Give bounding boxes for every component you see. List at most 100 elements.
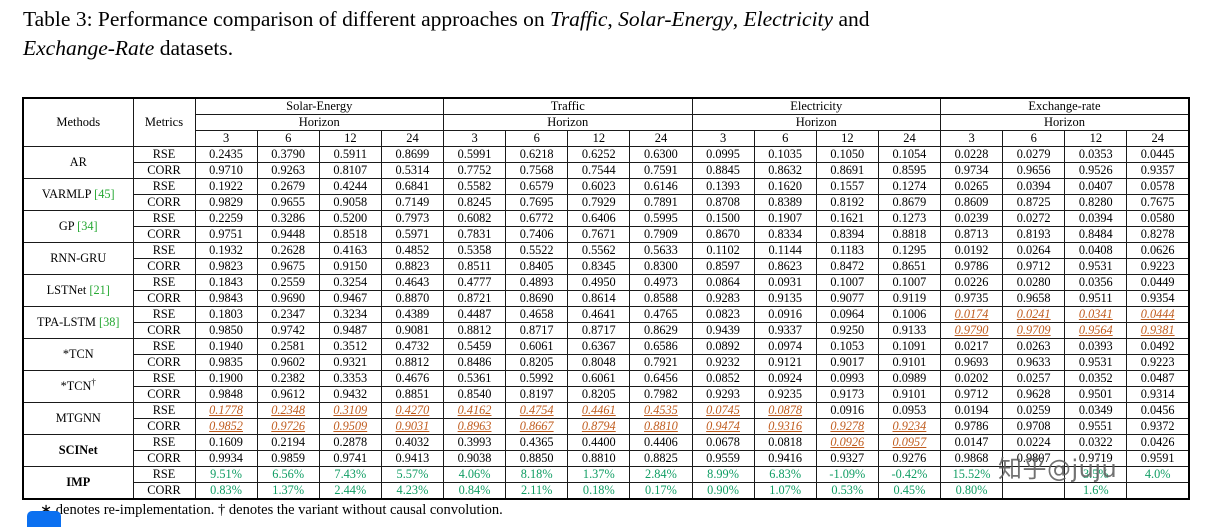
value-cell: 0.8810 — [567, 450, 631, 467]
value-cell: 0.8597 — [691, 258, 755, 275]
method-name: LSTNet — [46, 283, 87, 297]
value-cell: 0.5459 — [442, 338, 507, 355]
value-cell: 0.4406 — [629, 434, 693, 451]
value-cell: 0.5991 — [442, 146, 507, 163]
value-cell: 0.0916 — [753, 306, 817, 323]
value-cell: 0.8245 — [442, 194, 507, 211]
value-cell: 0.9693 — [939, 354, 1004, 371]
value-cell: 0.9509 — [318, 418, 382, 435]
value-cell: 0.9381 — [1126, 322, 1190, 339]
value-cell: 0.8963 — [442, 418, 507, 435]
value-cell: 0.9612 — [256, 386, 320, 403]
value-cell: 0.9250 — [815, 322, 879, 339]
value-cell: 0.0993 — [815, 370, 879, 387]
table-head: Methods Metrics Solar-Energy Traffic Electri… — [22, 97, 1190, 147]
value-cell: 0.0931 — [753, 274, 817, 291]
value-cell: 0.6579 — [505, 178, 569, 195]
value-cell: 0.0852 — [691, 370, 755, 387]
value-cell: 0.9031 — [380, 418, 445, 435]
value-cell: 0.0224 — [1002, 434, 1066, 451]
value-cell: 0.0147 — [939, 434, 1004, 451]
value-cell: 0.2628 — [256, 242, 320, 259]
value-cell: 0.2348 — [256, 402, 320, 419]
value-cell: 0.9017 — [815, 354, 879, 371]
horizon-header: Horizon — [443, 114, 693, 131]
value-cell: 0.5361 — [442, 370, 507, 387]
value-cell: 0.0449 — [1126, 274, 1190, 291]
value-cell: 6.56% — [256, 466, 320, 483]
value-cell: 0.9357 — [1126, 162, 1190, 179]
value-cell: 0.8486 — [442, 354, 507, 371]
value-cell: 0.1900 — [194, 370, 258, 387]
value-cell: 0.8484 — [1064, 226, 1128, 243]
value-cell: 0.9235 — [753, 386, 817, 403]
caption-segment: datasets. — [154, 35, 234, 60]
value-cell: 0.6061 — [567, 370, 631, 387]
value-cell: 0.5992 — [505, 370, 569, 387]
value-cell: 2.84% — [629, 466, 693, 483]
metric-cell: CORR — [132, 418, 196, 435]
value-cell: 0.0272 — [1002, 210, 1066, 227]
value-cell: 0.2347 — [256, 306, 320, 323]
value-cell: 0.9559 — [691, 450, 755, 467]
value-cell: 0.8205 — [505, 354, 569, 371]
value-cell: 0.9852 — [194, 418, 258, 435]
value-cell: 0.2581 — [256, 338, 320, 355]
method-cell: TPA-LSTM [38] — [22, 306, 134, 339]
method-cell: GP [34] — [22, 210, 134, 243]
value-cell: 0.8691 — [815, 162, 879, 179]
value-cell: 0.9712 — [939, 386, 1004, 403]
value-cell: 0.4162 — [442, 402, 507, 419]
value-cell: 0.9467 — [318, 290, 382, 307]
value-cell: 0.8614 — [567, 290, 631, 307]
value-cell: 0.7973 — [380, 210, 445, 227]
value-cell: 0.9101 — [877, 386, 942, 403]
value-cell: 0.0678 — [691, 434, 755, 451]
value-cell: 0.8679 — [877, 194, 942, 211]
value-cell: 0.1803 — [194, 306, 258, 323]
value-cell: 0.0408 — [1064, 242, 1128, 259]
horizon-value: 3 — [442, 130, 507, 147]
method-name: AR — [69, 155, 87, 169]
value-cell: 0.90% — [691, 482, 755, 500]
horizon-value: 12 — [815, 130, 879, 147]
value-cell: 0.9501 — [1064, 386, 1128, 403]
value-cell: 0.83% — [194, 482, 258, 500]
value-cell: 0.1007 — [815, 274, 879, 291]
value-cell: 0.4950 — [567, 274, 631, 291]
table-body: AR RSE 0.2435 0.3790 0.5911 0.8699 0.5991 0.621… — [22, 146, 1190, 500]
value-cell: 0.9135 — [753, 290, 817, 307]
value-cell: 0.9735 — [939, 290, 1004, 307]
value-cell: 5.57% — [380, 466, 445, 483]
value-cell: 0.0407 — [1064, 178, 1128, 195]
value-cell: 0.5314 — [380, 162, 445, 179]
value-cell: 0.9656 — [1002, 162, 1066, 179]
value-cell: -0.42% — [877, 466, 942, 483]
value-cell: -1.09% — [815, 466, 879, 483]
metric-cell: CORR — [132, 258, 196, 275]
value-cell: 0.6586 — [629, 338, 693, 355]
value-cell: 0.8300 — [629, 258, 693, 275]
value-cell: 0.0864 — [691, 274, 755, 291]
value-cell: 0.5562 — [567, 242, 631, 259]
value-cell: 9.51% — [194, 466, 258, 483]
caption-segment: Electricity — [743, 7, 834, 31]
value-cell: 0.6406 — [567, 210, 631, 227]
value-cell: 0.0892 — [691, 338, 755, 355]
value-cell: 0.7921 — [629, 354, 693, 371]
value-cell: 0.1144 — [753, 242, 817, 259]
method-name: VARMLP — [41, 187, 92, 201]
value-cell: 0.6218 — [505, 146, 569, 163]
value-cell: 0.9591 — [1126, 450, 1190, 467]
value-cell: 0.7891 — [629, 194, 693, 211]
value-cell: 0.1006 — [877, 306, 942, 323]
value-cell: 0.1500 — [691, 210, 755, 227]
metric-cell: CORR — [132, 194, 196, 211]
value-cell: 0.1053 — [815, 338, 879, 355]
value-cell: 0.4032 — [380, 434, 445, 451]
value-cell: 0.9316 — [753, 418, 817, 435]
value-cell: 0.8623 — [753, 258, 817, 275]
value-cell: 0.0924 — [753, 370, 817, 387]
value-cell: 0.5522 — [505, 242, 569, 259]
value-cell: 0.8334 — [753, 226, 817, 243]
